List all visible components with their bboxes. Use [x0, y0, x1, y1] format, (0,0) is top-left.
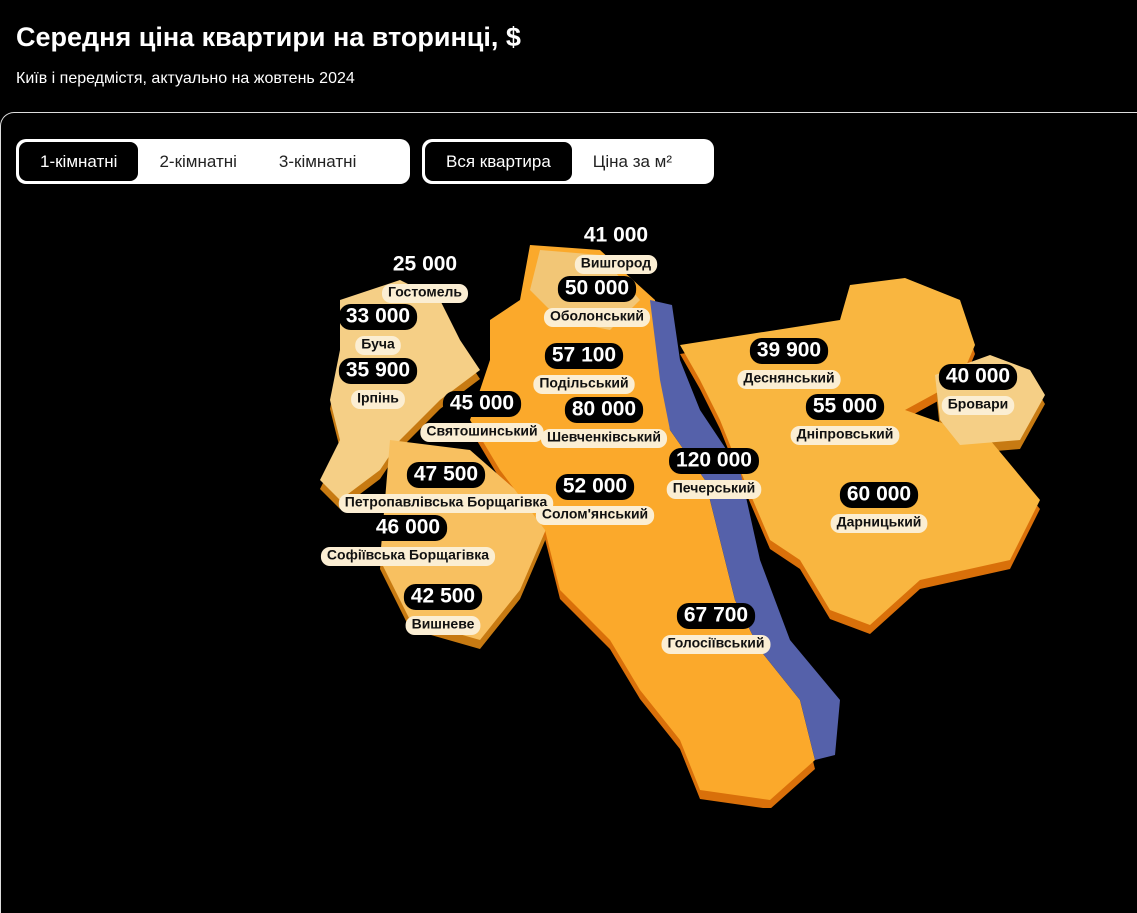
subtitle: Київ і передмістя, актуально на жовтень … — [16, 70, 355, 87]
panel-border — [0, 112, 1137, 913]
room-tabs: 1-кімнатні 2-кімнатні 3-кімнатні — [16, 139, 410, 184]
price-tabs: Вся квартира Ціна за м² — [422, 139, 714, 184]
title: Середня ціна квартири на вторинці, $ — [16, 22, 521, 52]
tab[interactable]: Вся квартира — [425, 142, 572, 181]
tab[interactable]: Ціна за м² — [592, 152, 673, 171]
page: Середня ціна квартири на вторинці, $ Киї… — [0, 22, 1137, 913]
tab[interactable]: 1-кімнатні — [19, 142, 139, 181]
tab[interactable]: 3-кімнатні — [278, 152, 357, 171]
tab[interactable]: 2-кімнатні — [159, 152, 237, 171]
